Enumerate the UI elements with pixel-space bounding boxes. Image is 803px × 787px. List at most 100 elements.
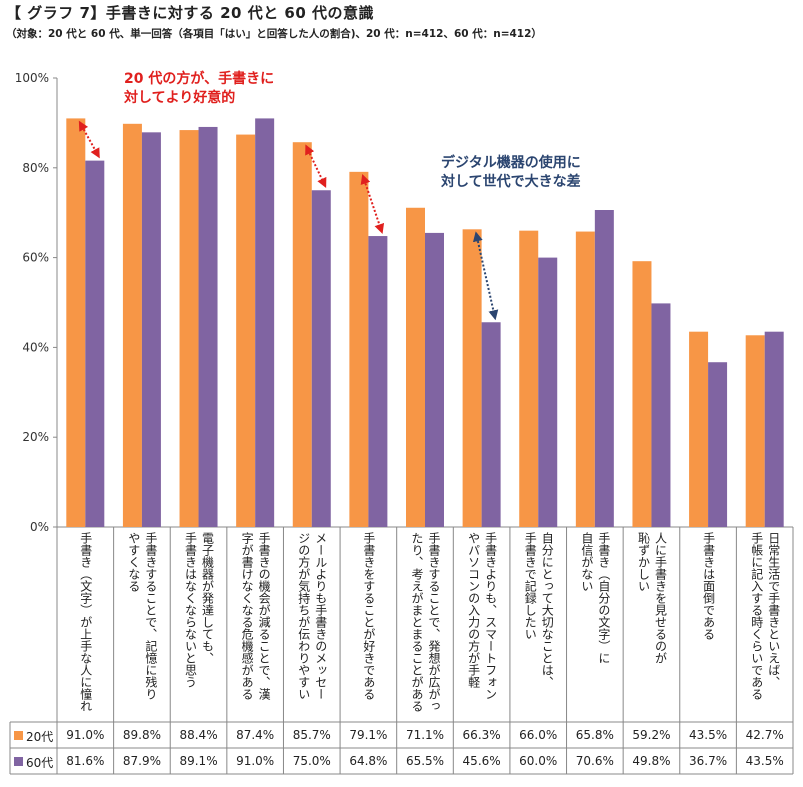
legend-swatch: [14, 731, 23, 740]
table-cell: 65.8%: [575, 728, 614, 742]
category-label: 自分にとって大切なことは、 手書きで記録したい: [521, 532, 555, 722]
bar-20s: [689, 331, 709, 527]
table-cell: 42.7%: [745, 728, 784, 742]
y-tick-label: 20%: [22, 430, 49, 444]
bar-20s: [519, 230, 539, 527]
bar-20s: [292, 142, 312, 527]
bar-60s: [198, 126, 218, 527]
table-cell: 60.0%: [519, 754, 558, 768]
gap-arrow: [472, 231, 499, 321]
category-label-line: 手書きすることで、記憶に残り: [143, 532, 158, 700]
bar-60s: [255, 118, 275, 527]
category-label-line: 手書きよりも、スマートフォン: [483, 532, 498, 700]
annotation-blue: デジタル機器の使用に 対して世代で大きな差: [441, 154, 581, 192]
category-label-line: ジの方が気持ちが伝わりやすい: [296, 532, 311, 700]
gap-arrow: [78, 120, 100, 159]
bar-60s: [594, 210, 614, 528]
table-cell: 79.1%: [349, 728, 388, 742]
category-label: 日常生活で手書きといえば、 手帳に記入する時くらいである: [748, 532, 782, 722]
bar-60s: [651, 303, 671, 527]
table-cell: 87.9%: [122, 754, 161, 768]
category-label-line: 字が書けなくなる危機感がある: [240, 532, 255, 700]
category-label-line: 手書き（文字）が上手な人に憧れる: [78, 532, 93, 712]
table-cell: 89.1%: [179, 754, 218, 768]
category-label: 手書きすることで、発想が広がっ たり、考えがまとまることがある: [408, 532, 442, 722]
gap-arrow: [360, 173, 385, 234]
y-tick-label: 40%: [22, 340, 49, 354]
bar-20s: [632, 261, 652, 527]
category-label-line: やすくなる: [126, 532, 141, 592]
category-label-line: 手書きの機会が減ることで、漢: [257, 532, 272, 700]
table-row: 20代 91.0% 89.8% 88.4% 87.4% 85.7% 79.1% 71.1% 66…: [0, 722, 803, 748]
category-label-line: 手帳に記入する時くらいである: [749, 532, 764, 700]
table-cell: 43.5%: [689, 728, 728, 742]
bar-20s: [122, 123, 142, 527]
category-label: 手書きは面倒である: [700, 532, 717, 722]
table-cell: 49.8%: [632, 754, 671, 768]
table-cell: 36.7%: [689, 754, 728, 768]
table-cell: 85.7%: [292, 728, 331, 742]
table-cell: 70.6%: [575, 754, 614, 768]
category-label-line: 手書きは面倒である: [701, 532, 716, 640]
bar-20s: [575, 231, 595, 528]
table-row: 60代 81.6% 87.9% 89.1% 91.0% 75.0% 64.8% 65.5% 45…: [0, 748, 803, 774]
bar-20s: [462, 229, 482, 528]
category-label-line: 自分にとって大切なことは、: [540, 532, 555, 688]
category-label: 手書きよりも、スマートフォン やパソコンの入力の方が手軽: [465, 532, 499, 722]
bar-20s: [179, 130, 199, 528]
annotation-blue-line-2: 対して世代で大きな差: [441, 174, 581, 190]
bar-60s: [764, 331, 784, 527]
bar-20s: [406, 207, 425, 528]
table-cell: 43.5%: [745, 754, 784, 768]
category-label-line: 手書きすることで、発想が広がっ: [427, 532, 441, 712]
bar-60s: [311, 190, 331, 527]
table-cell: 88.4%: [179, 728, 218, 742]
bar-60s: [368, 236, 388, 527]
bar-20s: [236, 134, 256, 527]
category-label-line: 手書きで記録したい: [523, 532, 538, 640]
bar-20s: [66, 118, 86, 527]
category-label-line: 手書きをすることが好きである: [361, 532, 376, 700]
category-label: 手書きすることで、記憶に残り やすくなる: [125, 532, 159, 722]
annotation-red: 20 代の方が、手書きに 対してより好意的: [124, 70, 274, 108]
category-label: 手書きの機会が減ることで、漢 字が書けなくなる危機感がある: [238, 532, 272, 722]
bar-60s: [425, 232, 444, 527]
table-cell: 81.6%: [66, 754, 105, 768]
bar-60s: [538, 257, 558, 527]
category-label-line: 電子機器が発達しても、: [200, 532, 215, 664]
table-cell: 75.0%: [292, 754, 331, 768]
table-cell: 71.1%: [405, 728, 445, 742]
table-cell: 64.8%: [349, 754, 388, 768]
bar-20s: [349, 171, 369, 527]
chart-subtitle: （対象：20 代と 60 代、単一回答（各項目「はい」と回答した人の割合)、20…: [6, 28, 542, 40]
table-cell: 91.0%: [236, 754, 275, 768]
bar-60s: [481, 322, 501, 527]
table-cell: 65.5%: [405, 754, 445, 768]
legend-label: 20代: [26, 730, 54, 744]
table-cell: 87.4%: [236, 728, 275, 742]
category-label-line: 手書き（自分の文字）に: [596, 532, 611, 664]
bar-20s: [745, 335, 765, 527]
legend-label: 60代: [26, 756, 54, 770]
gap-arrow: [305, 144, 327, 189]
bar-60s: [708, 362, 728, 527]
bar-60s: [141, 132, 161, 528]
category-label: 手書き（自分の文字）に 自信がない: [578, 532, 612, 722]
category-label-line: 日常生活で手書きといえば、: [766, 532, 781, 688]
bar-60s: [85, 160, 105, 527]
table-cell: 91.0%: [66, 728, 105, 742]
category-label-line: メールよりも手書きのメッセー: [313, 532, 328, 700]
annotation-red-line-2: 対してより好意的: [124, 90, 236, 106]
category-label-line: 人に手書きを見せるのが: [653, 532, 668, 664]
table-cell: 45.6%: [462, 754, 501, 768]
table-cell: 66.0%: [519, 728, 558, 742]
category-label-line: 手書きはなくならないと思う: [183, 532, 198, 688]
category-label-line: 自信がない: [579, 532, 594, 592]
y-tick-label: 0%: [30, 520, 49, 534]
category-label: メールよりも手書きのメッセー ジの方が気持ちが伝わりやすい: [295, 532, 329, 722]
table-cell: 59.2%: [632, 728, 671, 742]
table-cell: 66.3%: [462, 728, 501, 742]
y-tick-label: 60%: [22, 251, 49, 265]
table-cell: 89.8%: [122, 728, 161, 742]
